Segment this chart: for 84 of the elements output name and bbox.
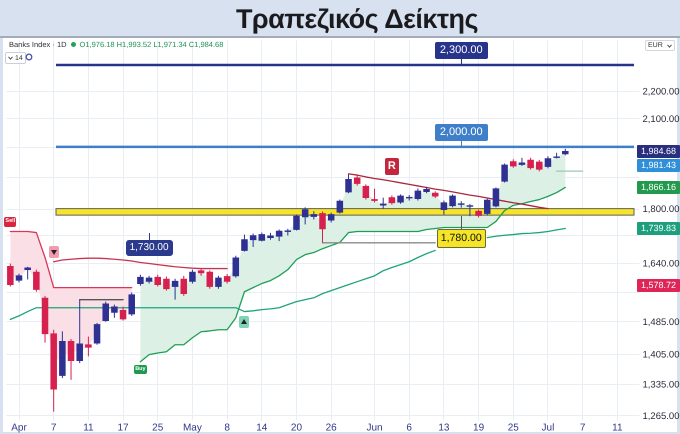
candlestick <box>388 194 396 206</box>
candlestick <box>397 194 404 204</box>
candlestick <box>336 199 344 214</box>
candlestick <box>241 234 248 252</box>
y-tick-label: 1,800.00 <box>642 204 680 216</box>
annotation: 1,730.00 <box>126 240 173 256</box>
candlestick <box>354 174 360 186</box>
text: 1,981.43 <box>637 158 680 172</box>
y-tick-label: 1,265.00 <box>642 410 680 422</box>
candlestick <box>120 306 126 322</box>
band-label: 1,780.00 <box>436 229 486 248</box>
candlestick <box>102 301 109 322</box>
x-tick-label: 7 <box>50 422 57 434</box>
x-tick-label: Jun <box>366 422 383 434</box>
annotation: 1,578.72 <box>637 278 680 292</box>
candlestick <box>154 274 162 288</box>
x-tick-label: Apr <box>11 422 28 434</box>
y-tick-label: 1,640.00 <box>642 258 680 270</box>
candlestick <box>206 270 214 290</box>
annotation: 1,739.83 <box>637 222 680 236</box>
candlestick <box>492 187 500 208</box>
x-tick-label: 7 <box>580 422 586 434</box>
candlestick <box>85 336 92 357</box>
candlestick <box>484 198 491 216</box>
candlestick <box>224 274 230 284</box>
candlestick <box>544 156 552 169</box>
candlestick <box>7 263 14 288</box>
y-tick-label: 1,405.00 <box>642 349 680 360</box>
x-tick-label: 8 <box>224 422 230 434</box>
candlestick <box>76 299 83 364</box>
candlestick <box>68 338 74 380</box>
candlestick <box>371 188 378 203</box>
annotation: R <box>384 158 399 176</box>
annotation: 1,984.68 <box>637 144 680 158</box>
x-tick-label: 25 <box>508 422 520 434</box>
chart-title: Τραπεζικός Δείκτης <box>234 4 480 34</box>
candlestick <box>137 274 144 286</box>
y-tick-label: 2,200.00 <box>642 86 680 98</box>
ref-line-label: 2,000.00 <box>434 124 488 141</box>
candlestick <box>189 269 196 284</box>
y-tick-label: 1,335.00 <box>642 379 680 390</box>
x-tick-label: May <box>182 422 202 434</box>
candlestick <box>128 292 135 316</box>
candlestick <box>501 163 508 184</box>
candlestick <box>293 214 300 232</box>
candlestick <box>180 275 188 296</box>
x-tick-label: 25 <box>152 422 164 434</box>
candlestick <box>362 184 370 200</box>
candlestick <box>111 304 118 318</box>
x-tick-label: 17 <box>118 422 130 434</box>
candlestick <box>215 275 222 290</box>
candlestick <box>172 278 178 300</box>
x-tick-label: 6 <box>406 422 412 434</box>
candlestick <box>24 266 31 280</box>
candlestick <box>163 276 170 292</box>
annotation: 1,866.16 <box>637 180 680 194</box>
candlestick <box>536 159 543 172</box>
x-tick-label: 20 <box>290 422 302 434</box>
x-tick-label: 19 <box>473 422 485 434</box>
candlestick <box>319 211 326 244</box>
line-series <box>348 173 549 210</box>
y-tick-label: 1,485.00 <box>642 316 680 328</box>
candlestick <box>302 206 308 225</box>
candlestick <box>345 174 352 194</box>
y-tick-label: 2,100.00 <box>642 114 680 125</box>
x-tick-label: Jul <box>542 422 554 434</box>
candlestick <box>414 188 422 202</box>
candlestick <box>276 228 282 242</box>
x-tick-label: 11 <box>612 422 623 434</box>
line-series <box>53 258 228 270</box>
x-tick-label: 26 <box>326 422 338 434</box>
candlestick <box>527 157 534 170</box>
candlestick <box>33 269 40 292</box>
candlestick <box>449 194 456 208</box>
candlestick <box>232 255 240 278</box>
candlestick <box>440 200 448 216</box>
x-tick-label: 11 <box>83 422 94 434</box>
ref-line-label: 2,300.00 <box>434 42 488 59</box>
candlestick <box>250 233 256 248</box>
candlestick <box>328 212 334 223</box>
candlestick <box>380 197 386 210</box>
x-tick-label: 13 <box>438 422 450 434</box>
x-tick-label: 14 <box>256 422 268 434</box>
candlestick <box>94 322 100 346</box>
